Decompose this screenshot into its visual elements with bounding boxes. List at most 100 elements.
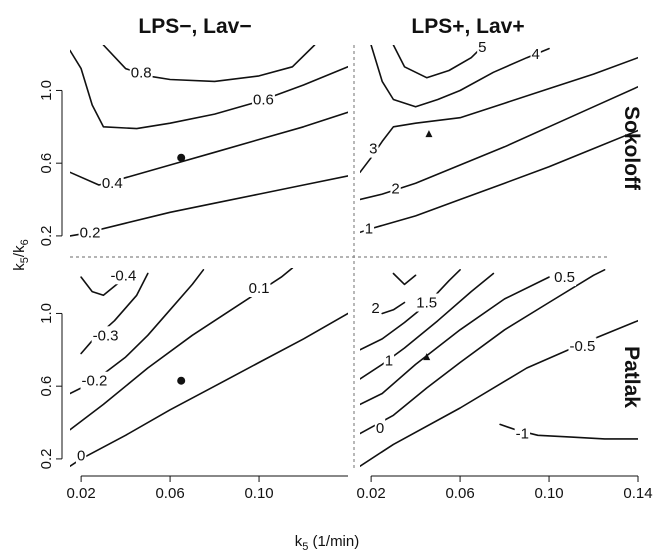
panel-1-0: 0 0.1 -0.2 -0.3 -0.4 (70, 266, 348, 467)
contour-label-bg (247, 279, 271, 297)
contour-label: 2 (391, 181, 399, 198)
contour-line (360, 129, 638, 234)
contour-label-bg (530, 45, 541, 64)
axes-layer: 0.20.61.00.20.61.00.02 0.06 0.10 0.02 0.06 0.… (38, 80, 653, 502)
contour-label: 0 (77, 447, 85, 464)
x-axis-label-main: k (295, 533, 303, 550)
titles-layer: LPS−, Lav− LPS+, Lav+ Sokoloff Patlak k5… (11, 15, 643, 553)
contour-label-bg (370, 299, 381, 317)
x-tick-label: 0.14 (623, 485, 652, 502)
marker-point (177, 376, 186, 385)
contour-label: 0.2 (80, 224, 101, 241)
y-tick-label: 0.6 (38, 376, 55, 397)
x-axis-label-unit: (1/min) (308, 533, 359, 550)
x-axis-label: k5 (1/min) (295, 533, 359, 553)
contour-line (370, 45, 550, 108)
x-tick-label: 0.06 (445, 485, 474, 502)
contour-label-bg (477, 37, 488, 56)
contour-line (360, 272, 495, 380)
contour-label: 1.5 (416, 295, 437, 312)
y-tick-label: 1.0 (38, 80, 55, 101)
contour-label: 4 (532, 46, 540, 63)
contour-label-bg (75, 446, 87, 465)
contour-label-bg (80, 371, 109, 390)
contour-line (392, 45, 484, 79)
x-tick-label: 0.02 (357, 485, 386, 502)
y-axis-label-mid: /k (11, 245, 28, 257)
contour-label: 0 (376, 420, 384, 437)
y-tick-label: 0.6 (38, 153, 55, 174)
contour-label-bg (109, 266, 138, 285)
y-tick-label: 0.2 (38, 225, 55, 246)
x-tick-label: 0.06 (155, 485, 184, 502)
contour-lines (70, 45, 348, 237)
contour-label: 1 (365, 221, 373, 238)
contour-label: 3 (369, 141, 377, 158)
contour-label-bg (363, 219, 375, 238)
contour-label: 0.4 (102, 175, 123, 192)
x-axis-label-sub: 5 (302, 541, 308, 553)
contour-line (70, 312, 348, 467)
contour-line (70, 268, 294, 431)
marker-point (177, 153, 186, 162)
contour-line (360, 269, 606, 435)
contour-label: 5 (478, 39, 486, 56)
contour-label: 0.6 (253, 92, 274, 109)
x-tick-label: 0.10 (534, 485, 563, 502)
contour-label: -0.4 (110, 267, 136, 284)
y-tick-label: 1.0 (38, 303, 55, 324)
contour-label-bg (368, 139, 379, 158)
x-tick-label: 0.02 (67, 485, 96, 502)
contour-line (392, 272, 417, 286)
contour-label-bg (514, 424, 531, 443)
contour-line (360, 269, 461, 351)
marker-point (425, 130, 433, 138)
contour-line (70, 49, 348, 130)
column-title-left: LPS−, Lav− (138, 15, 251, 38)
contour-label: 0.5 (554, 269, 575, 286)
panel-1-1: -1 -0.5 0 0.5 1 1.5 2 (360, 268, 638, 467)
contour-label-bg (390, 179, 401, 198)
contour-lines (70, 268, 348, 467)
y-axis-label-sub2: 6 (19, 239, 31, 245)
contour-label: -1 (516, 425, 529, 442)
contour-label: 0.1 (249, 280, 270, 297)
contour-label-bg (568, 337, 597, 356)
panels-layer: 0.2 0.4 0.6 0.8 1 2 3 4 5 0 0.1 -0.2 -0.3 -0.4 -1 -0.5 0… (70, 37, 638, 467)
contour-label-bg (374, 419, 386, 437)
contour-label: 0.8 (131, 64, 152, 81)
contour-line (360, 56, 638, 174)
y-axis-label-sub1: 5 (19, 257, 31, 263)
contour-label-bg (129, 63, 153, 82)
y-axis-label: k5/k6 (11, 239, 31, 270)
contour-label-bg (252, 90, 275, 109)
contour-label-bg (78, 223, 102, 242)
contour-line (360, 86, 638, 201)
contour-label: -0.5 (569, 338, 595, 355)
contour-label: -0.3 (93, 327, 119, 344)
panel-0-1: 1 2 3 4 5 (360, 37, 638, 238)
marker-point (423, 353, 431, 361)
y-axis-label-main: k (11, 263, 28, 271)
row-title-top: Sokoloff (620, 106, 643, 191)
contour-line (360, 276, 550, 406)
contour-lines (360, 45, 638, 234)
column-title-right: LPS+, Lav+ (411, 15, 524, 38)
contour-line (360, 319, 638, 467)
contour-label: 1 (385, 353, 393, 370)
row-title-bottom: Patlak (620, 346, 643, 408)
contour-label: -0.2 (82, 373, 108, 390)
contour-line (70, 111, 348, 186)
x-tick-label: 0.10 (244, 485, 273, 502)
panel-0-0: 0.2 0.4 0.6 0.8 (70, 45, 348, 242)
contour-label-bg (100, 174, 124, 193)
contour-line (381, 301, 406, 315)
contour-label-bg (91, 326, 120, 345)
contour-label: 2 (371, 300, 379, 317)
contour-label-bg (383, 351, 395, 370)
contour-label-bg (553, 268, 577, 287)
contour-line (102, 45, 316, 83)
contour-lines (360, 269, 638, 467)
contour-label-bg (415, 293, 439, 312)
